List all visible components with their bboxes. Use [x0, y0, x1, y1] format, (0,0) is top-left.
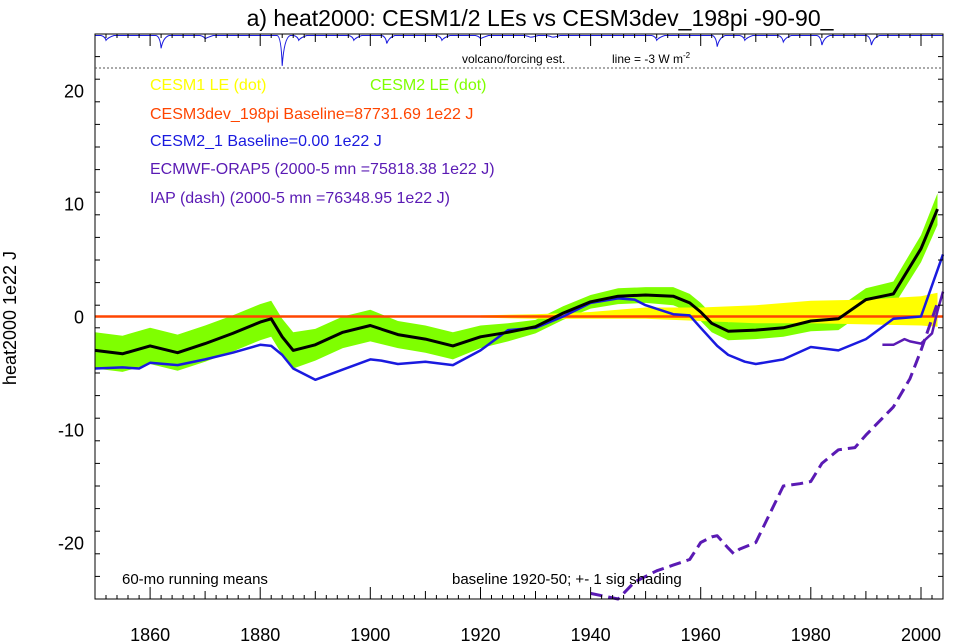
running-mean-note: 60-mo running means: [122, 571, 268, 588]
x-tick-label: 1960: [681, 625, 721, 641]
x-tick-label: 1900: [350, 625, 390, 641]
cesm2-ensemble-mean-line: [94, 208, 939, 356]
y-tick-label: -20: [58, 534, 84, 554]
axes: 1860 1880 1900 1920 1940 1960 1980 2000 -20 -10 0 1…: [58, 33, 944, 641]
orap5-line: [882, 291, 945, 347]
x-tick-label: 1860: [130, 625, 170, 641]
volcano-label: volcano/forcing est.: [462, 52, 565, 66]
legend-cesm3: CESM3dev_198pi Baseline=87731.69 1e22 J: [150, 106, 473, 123]
legend-cesm2: CESM2 LE (dot): [370, 77, 486, 94]
cesm1-le-shading: [480, 292, 938, 327]
legend-cesm2-1: CESM2_1 Baseline=0.00 1e22 J: [150, 133, 382, 150]
cesm2-le-shading: [95, 193, 938, 372]
x-tick-label: 2000: [901, 625, 941, 641]
x-tick-label: 1880: [240, 625, 280, 641]
x-tick-label: 1980: [791, 625, 831, 641]
legend-cesm1: CESM1 LE (dot): [150, 77, 266, 94]
chart-title: a) heat2000: CESM1/2 LEs vs CESM3dev_198…: [247, 5, 835, 31]
iap-dashed-line: [590, 302, 939, 601]
volcano-line-scale-label: line = -3 W m-2: [612, 51, 691, 66]
legend: CESM1 LE (dot) CESM2 LE (dot) CESM3dev_1…: [150, 77, 495, 207]
y-tick-label: 0: [74, 308, 84, 328]
y-tick-label: -10: [58, 421, 84, 441]
y-tick-label: 20: [64, 82, 84, 102]
x-tick-label: 1920: [460, 625, 500, 641]
y-axis-label: heat2000 1e22 J: [0, 251, 20, 385]
legend-orap5: ECMWF-ORAP5 (2000-5 mn =75818.38 1e22 J): [150, 161, 495, 178]
baseline-note: baseline 1920-50; +- 1 sig shading: [452, 571, 682, 588]
plot-frame: [94, 33, 944, 600]
legend-iap: IAP (dash) (2000-5 mn =76348.95 1e22 J): [150, 190, 450, 207]
plot-area: [94, 35, 945, 601]
x-tick-label: 1940: [571, 625, 611, 641]
y-tick-label: 10: [64, 195, 84, 215]
